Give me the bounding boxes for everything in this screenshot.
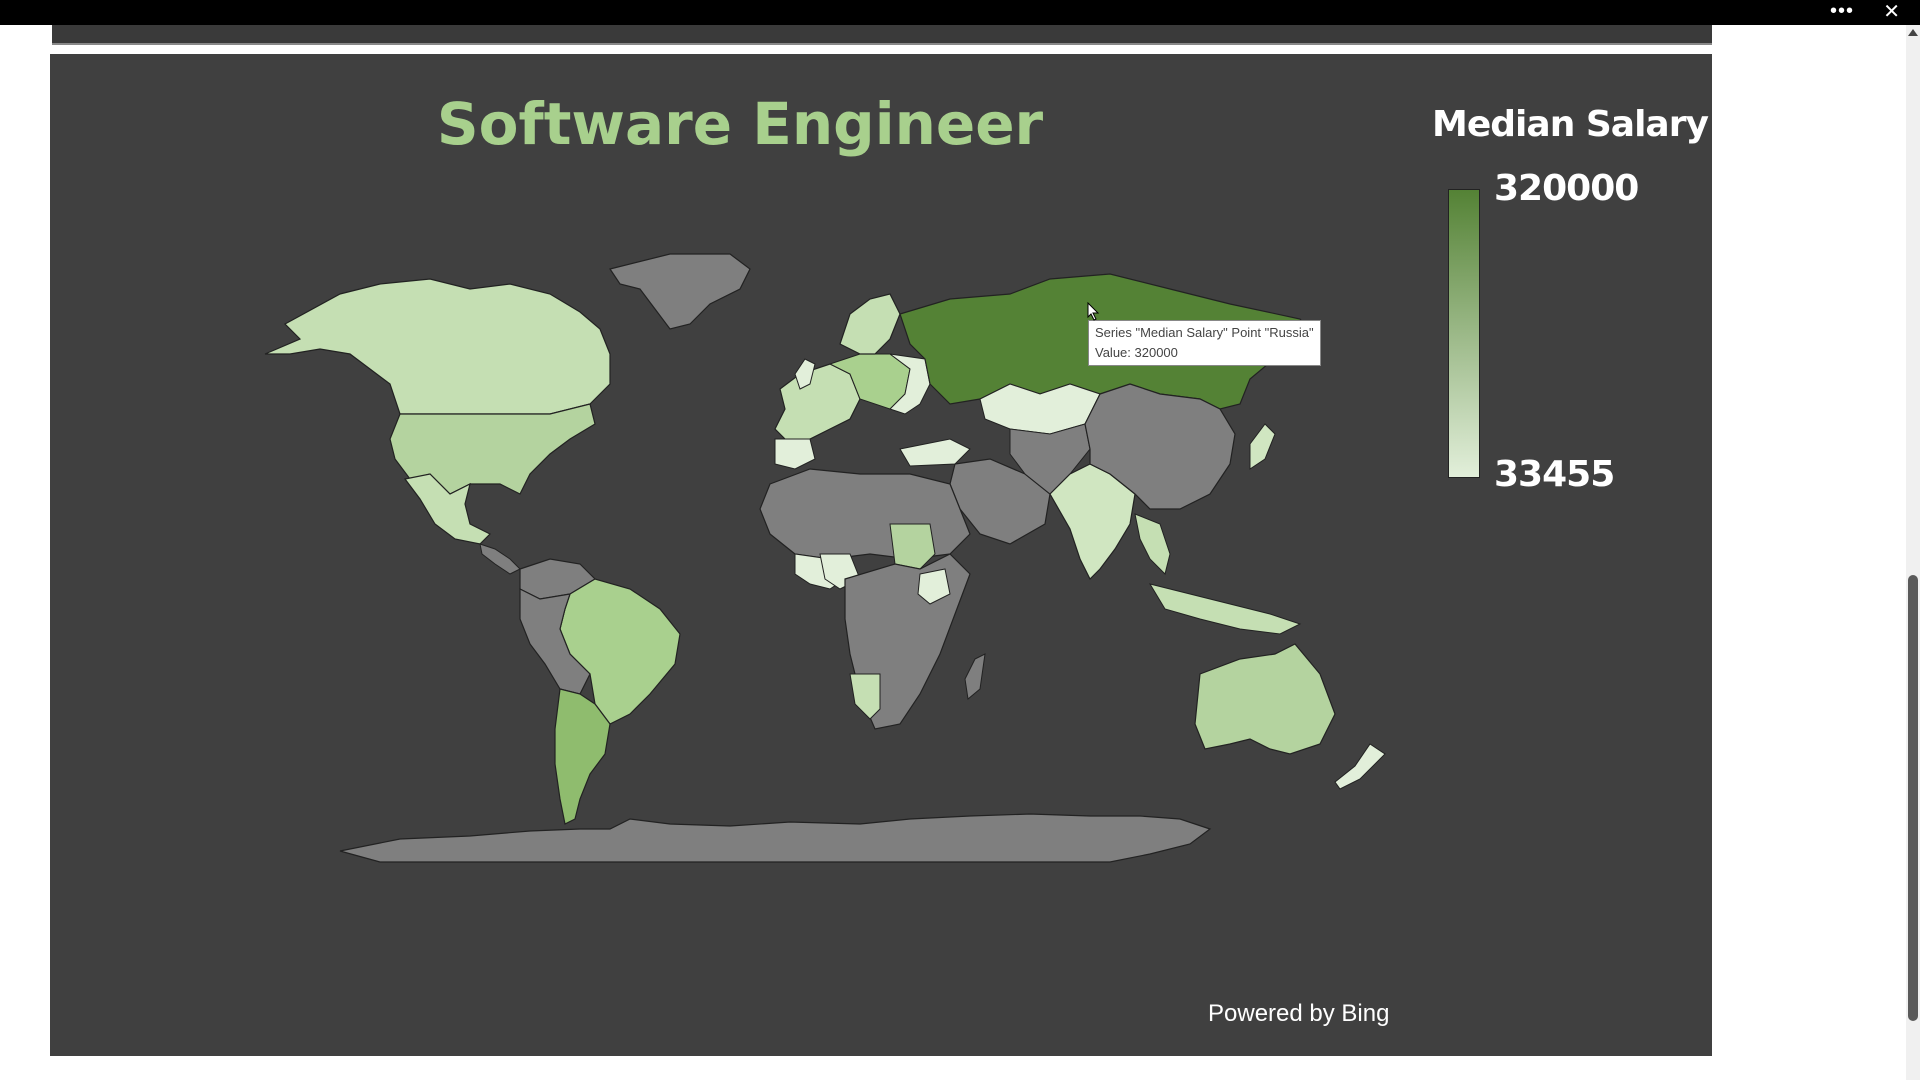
region-china[interactable]: [1084, 383, 1236, 510]
region-antarctica[interactable]: [339, 813, 1212, 863]
region-sudan[interactable]: [889, 523, 936, 570]
scroll-up-arrow-icon[interactable]: [1908, 29, 1918, 36]
region-australia[interactable]: [1194, 643, 1336, 755]
mouse-pointer-icon: [1087, 302, 1100, 321]
vertical-scrollbar[interactable]: [1906, 25, 1920, 1080]
region-mexico[interactable]: [403, 473, 492, 545]
region-andes[interactable]: [519, 588, 591, 695]
region-greenland[interactable]: [609, 253, 751, 330]
attribution-text: Powered by Bing: [1208, 1000, 1390, 1027]
region-europe-west[interactable]: [774, 363, 861, 445]
title-bar: ••• ✕: [0, 0, 1920, 25]
more-icon[interactable]: •••: [1829, 0, 1854, 22]
data-point-tooltip: Series "Median Salary" Point "Russia" Va…: [1088, 320, 1321, 366]
scrollbar-thumb[interactable]: [1908, 575, 1918, 1021]
tooltip-value-line: Value: 320000: [1095, 345, 1178, 360]
region-turkey[interactable]: [899, 438, 971, 467]
region-indonesia[interactable]: [1148, 583, 1302, 635]
region-uk[interactable]: [794, 358, 816, 390]
legend-title: Median Salary: [1432, 104, 1709, 145]
region-scandinavia[interactable]: [839, 293, 901, 355]
region-iberia[interactable]: [774, 438, 816, 470]
region-japan[interactable]: [1249, 423, 1276, 470]
region-east-africa[interactable]: [917, 568, 951, 605]
region-southern-africa[interactable]: [849, 673, 881, 720]
legend-color-scale: [1448, 189, 1480, 478]
tooltip-series-line: Series "Median Salary" Point "Russia": [1095, 325, 1314, 340]
legend-max-value: 320000: [1494, 168, 1639, 209]
previous-chart-edge: [52, 25, 1712, 45]
region-argentina[interactable]: [554, 688, 611, 825]
close-icon[interactable]: ✕: [1883, 1, 1900, 23]
map-chart[interactable]: Software Engineer Median Salary 320000 3…: [50, 54, 1712, 1056]
region-southeast-asia[interactable]: [1134, 513, 1171, 575]
legend-min-value: 33455: [1494, 454, 1615, 495]
region-central-america[interactable]: [479, 543, 521, 575]
region-north-america-canada[interactable]: [264, 278, 611, 415]
region-north-africa[interactable]: [759, 468, 971, 560]
chart-title: Software Engineer: [436, 90, 1044, 158]
region-madagascar[interactable]: [964, 653, 986, 700]
region-new-zealand[interactable]: [1334, 743, 1386, 790]
region-india[interactable]: [1049, 463, 1136, 581]
